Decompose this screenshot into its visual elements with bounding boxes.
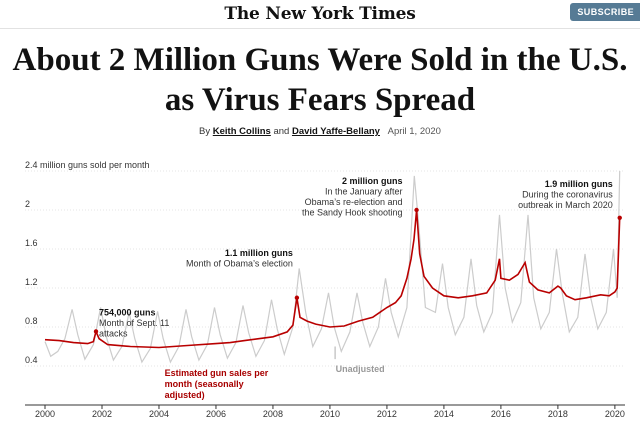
annotation-value: 2 million guns [342,176,403,186]
series-label-adjusted: Estimated gun sales per [165,368,269,378]
headline: About 2 Million Guns Were Sold in the U.… [12,42,628,118]
annotation-value: 1.1 million guns [225,248,293,258]
masthead: The New York Times SUBSCRIBE [0,0,640,29]
y-tick-label: 0.4 [25,355,38,365]
y-tick-label: 2 [25,199,30,209]
annotation-note: the Sandy Hook shooting [302,208,403,218]
annotation-note: attacks [99,328,128,338]
x-tick-label: 2012 [377,409,397,419]
peak-marker-covid [617,215,622,220]
y-tick-label: 2.4 million guns sold per month [25,160,150,170]
series-label-adjusted: adjusted) [165,390,205,400]
x-tick-label: 2002 [92,409,112,419]
x-tick-label: 2018 [548,409,568,419]
x-tick-label: 2000 [35,409,55,419]
peak-marker-sept11 [93,329,99,334]
x-tick-label: 2006 [206,409,226,419]
byline: By Keith Collins and David Yaffe-Bellany… [0,126,640,137]
peak-markers [93,207,622,334]
x-tick-label: 2004 [149,409,169,419]
publish-date: April 1, 2020 [387,126,441,137]
y-tick-label: 1.6 [25,238,38,248]
byline-by: By [199,126,211,137]
annotation-value: 754,000 guns [99,307,156,317]
peak-marker-sandyhook [414,207,419,213]
author-link-keith-collins[interactable]: Keith Collins [212,126,271,137]
series-adjusted-line [44,209,621,349]
byline-and: and [273,126,290,137]
annotation-note: During the coronavirus [522,189,613,199]
author-link-david-yaffe-bellany[interactable]: David Yaffe-Bellany [291,126,380,137]
y-tick-label: 1.2 [25,277,38,287]
subscribe-button[interactable]: SUBSCRIBE [570,3,640,21]
x-tick-label: 2010 [320,409,340,419]
grid-lines [25,170,625,367]
annotation-note: Obama’s re-election and [305,197,403,207]
series-label-unadjusted: Unadjusted [336,364,385,374]
x-tick-label: 2016 [491,409,511,419]
y-axis: 2.4 million guns sold per month 2 1.6 1.2 0.… [25,160,150,365]
nyt-logo[interactable]: The New York Times [224,4,416,24]
annotation-note: outbreak in March 2020 [518,200,613,210]
annotation-value: 1.9 million guns [545,179,613,189]
annotation-note: Month of Sept. 11 [99,318,169,328]
x-tick-label: 2014 [434,409,454,419]
peak-marker-obama [294,295,300,300]
x-axis: 2000 2002 2004 2006 2008 2010 2012 2014 2016 2018… [25,404,625,419]
annotation-note: Month of Obama’s election [186,258,293,268]
x-tick-label: 2008 [263,409,283,419]
annotation-note: In the January after [325,187,403,197]
y-tick-label: 0.8 [25,316,38,326]
series-label-adjusted: month (seasonally [165,379,244,389]
x-tick-label: 2020 [605,409,625,419]
